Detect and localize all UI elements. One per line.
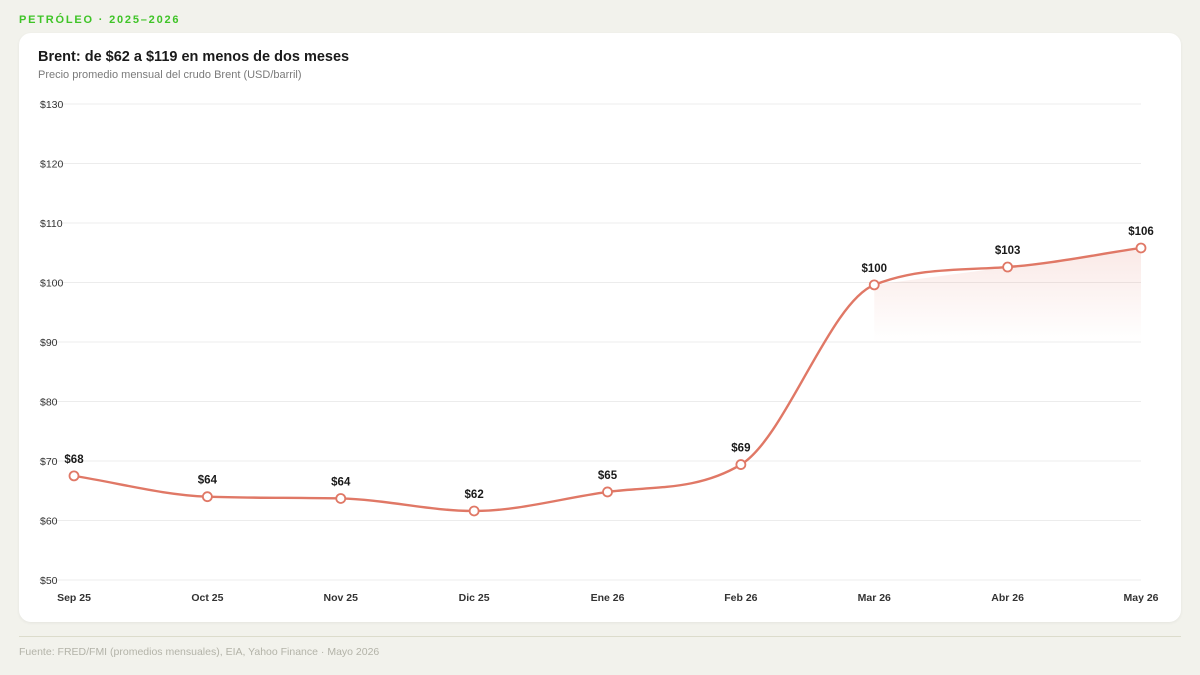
data-label: $65 — [598, 470, 618, 482]
x-axis: Sep 25 Oct 25 Nov 25 Dic 25 Ene 26 Feb 26 Mar … — [57, 592, 1159, 604]
line-chart: $50 $60 $70 $80 $90 $100 $110 $120 $130 Sep 25 Oc… — [39, 99, 1159, 604]
y-tick-label: $100 — [40, 278, 64, 290]
data-point — [602, 486, 613, 498]
y-tick-label: $90 — [40, 337, 58, 349]
chart-card: Brent: de $62 a $119 en menos de dos mes… — [19, 33, 1181, 622]
chart-subtitle: Precio promedio mensual del crudo Brent … — [38, 69, 302, 81]
y-tick-label: $80 — [40, 397, 58, 409]
data-label: $103 — [995, 245, 1021, 257]
data-points — [68, 242, 1147, 517]
data-labels: $68 $64 $64 $62 $65 $69 $100 $103 $106 — [64, 226, 1153, 501]
series-line — [72, 246, 1143, 513]
x-tick-label: Oct 25 — [191, 592, 223, 604]
y-tick-label: $70 — [40, 456, 58, 468]
x-tick-label: May 26 — [1123, 592, 1158, 604]
data-label: $64 — [331, 476, 351, 488]
y-tick-label: $110 — [40, 218, 63, 230]
data-label: $106 — [1128, 226, 1154, 238]
x-tick-label: Mar 26 — [858, 592, 891, 604]
x-tick-label: Abr 26 — [991, 592, 1024, 604]
y-tick-label: $50 — [40, 575, 58, 587]
y-tick-label: $130 — [40, 99, 64, 111]
data-label: $100 — [861, 263, 887, 275]
footer-divider — [19, 636, 1181, 637]
data-point — [1002, 261, 1014, 273]
data-label: $62 — [465, 489, 484, 501]
data-point — [68, 470, 80, 482]
chart-title: Brent: de $62 a $119 en menos de dos mes… — [38, 49, 350, 65]
x-tick-label: Feb 26 — [724, 592, 757, 604]
area-shade — [874, 247, 1141, 342]
data-label: $64 — [198, 475, 218, 487]
data-point — [201, 491, 213, 503]
x-tick-label: Sep 25 — [57, 592, 91, 604]
y-axis: $50 $60 $70 $80 $90 $100 $110 $120 $130 — [40, 99, 64, 587]
series-path — [72, 246, 1143, 513]
data-point — [335, 493, 347, 504]
y-tick-label: $60 — [40, 516, 58, 528]
gridlines — [39, 103, 1141, 581]
y-tick-label: $120 — [40, 159, 64, 171]
section-eyebrow: PETRÓLEO · 2025–2026 — [19, 14, 181, 26]
x-tick-label: Nov 25 — [324, 592, 359, 604]
data-point — [735, 459, 747, 470]
data-point — [1135, 242, 1147, 254]
data-point — [468, 505, 480, 517]
source-note: Fuente: FRED/FMI (promedios mensuales), … — [19, 646, 380, 658]
data-point — [868, 279, 880, 291]
data-label: $69 — [731, 443, 750, 455]
data-label: $68 — [64, 454, 84, 466]
x-tick-label: Ene 26 — [591, 592, 625, 604]
area-fill — [874, 247, 1141, 342]
x-tick-label: Dic 25 — [459, 592, 490, 604]
